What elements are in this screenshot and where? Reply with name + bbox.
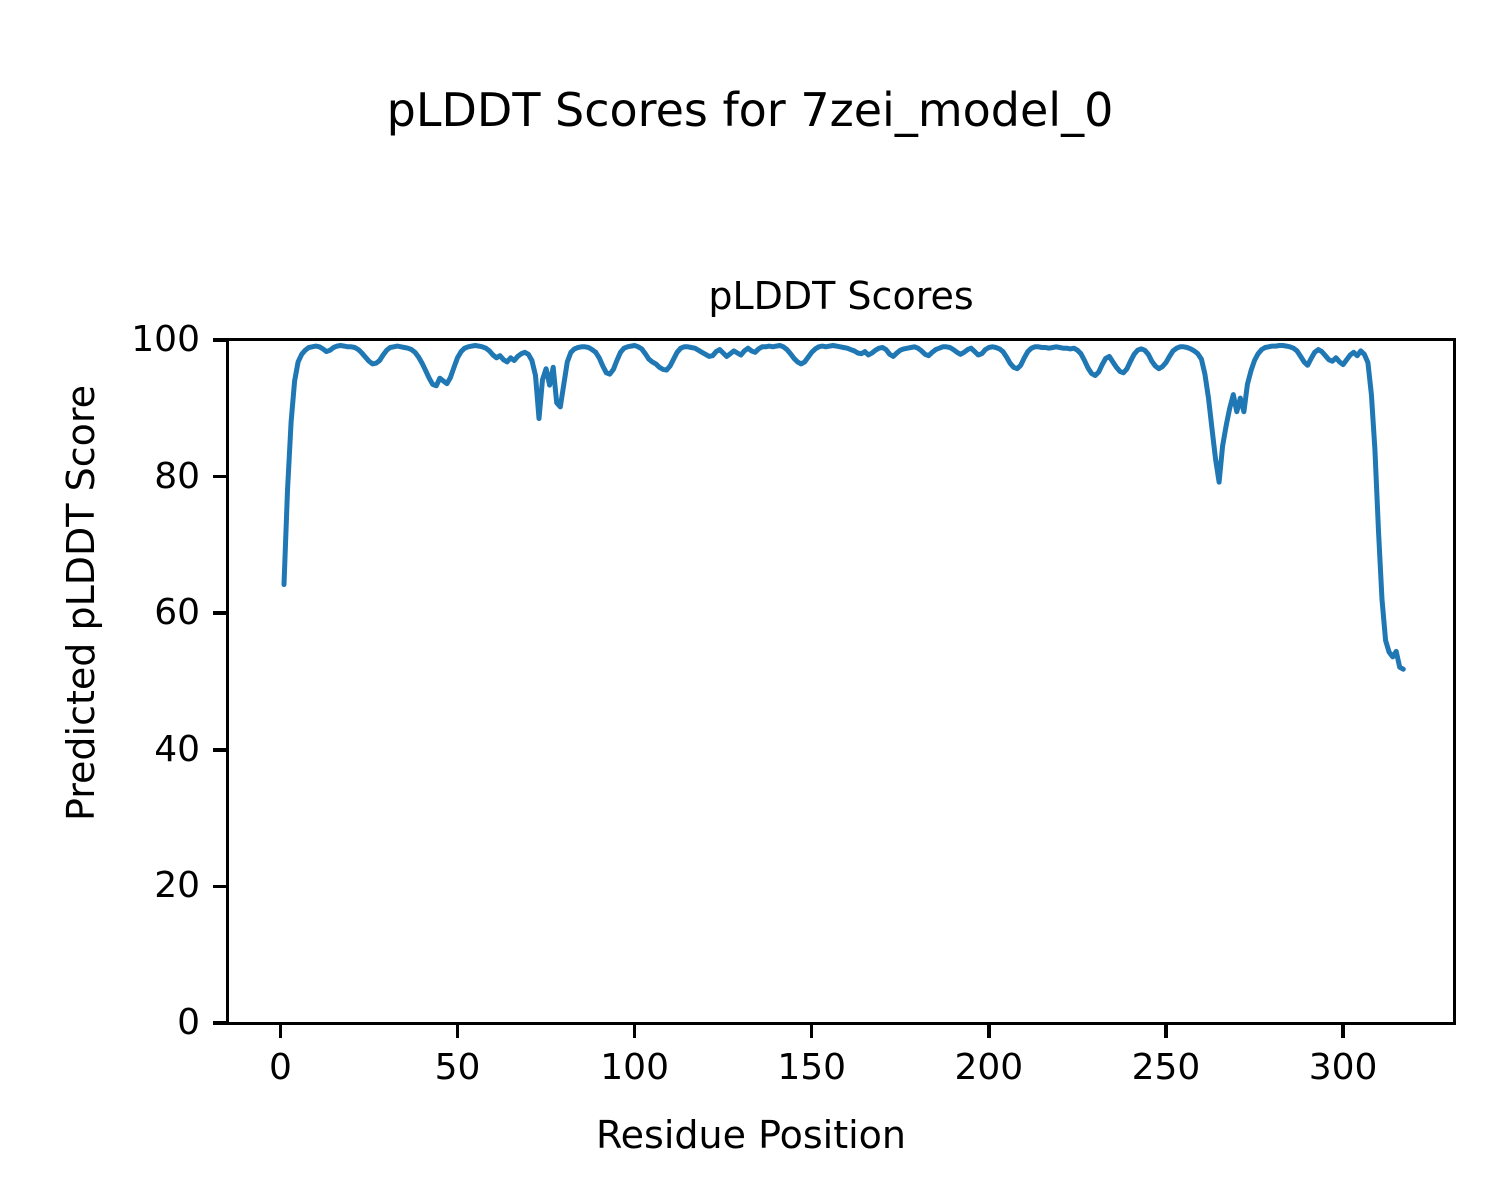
x-tick-mark [632, 1025, 637, 1038]
y-tick-mark [213, 1021, 226, 1025]
x-axis-label: Residue Position [595, 1113, 907, 1157]
y-axis-label: Predicted pLDDT Score [59, 385, 104, 821]
y-tick-label: 0 [177, 1002, 200, 1043]
y-tick-label: 100 [131, 319, 200, 360]
y-tick-label: 80 [154, 455, 200, 497]
y-tick-mark [213, 474, 226, 479]
y-tick-mark [213, 884, 226, 889]
y-tick-label: 60 [154, 592, 200, 634]
x-tick-mark [987, 1025, 991, 1038]
y-tick-mark [213, 611, 226, 615]
x-tick-mark [1341, 1025, 1345, 1038]
figure-title: pLDDT Scores for 7zei_model_0 [386, 83, 1114, 137]
x-tick-label: 100 [600, 1047, 669, 1088]
plot-area [226, 338, 1456, 1025]
x-tick-mark [278, 1025, 283, 1038]
x-tick-mark [455, 1025, 460, 1038]
y-tick-label: 40 [154, 728, 200, 770]
axes-title: pLDDT Scores [708, 274, 974, 318]
x-tick-label: 50 [434, 1047, 481, 1088]
x-tick-label: 0 [268, 1047, 292, 1088]
x-tick-label: 200 [954, 1047, 1024, 1088]
x-tick-label: 150 [777, 1047, 847, 1088]
y-tick-label: 20 [154, 865, 200, 907]
x-tick-label: 300 [1308, 1047, 1378, 1088]
y-tick-mark [213, 338, 226, 342]
x-tick-mark [1164, 1025, 1168, 1038]
y-tick-mark [213, 748, 226, 752]
x-tick-mark [809, 1025, 814, 1038]
x-tick-label: 250 [1131, 1047, 1201, 1088]
